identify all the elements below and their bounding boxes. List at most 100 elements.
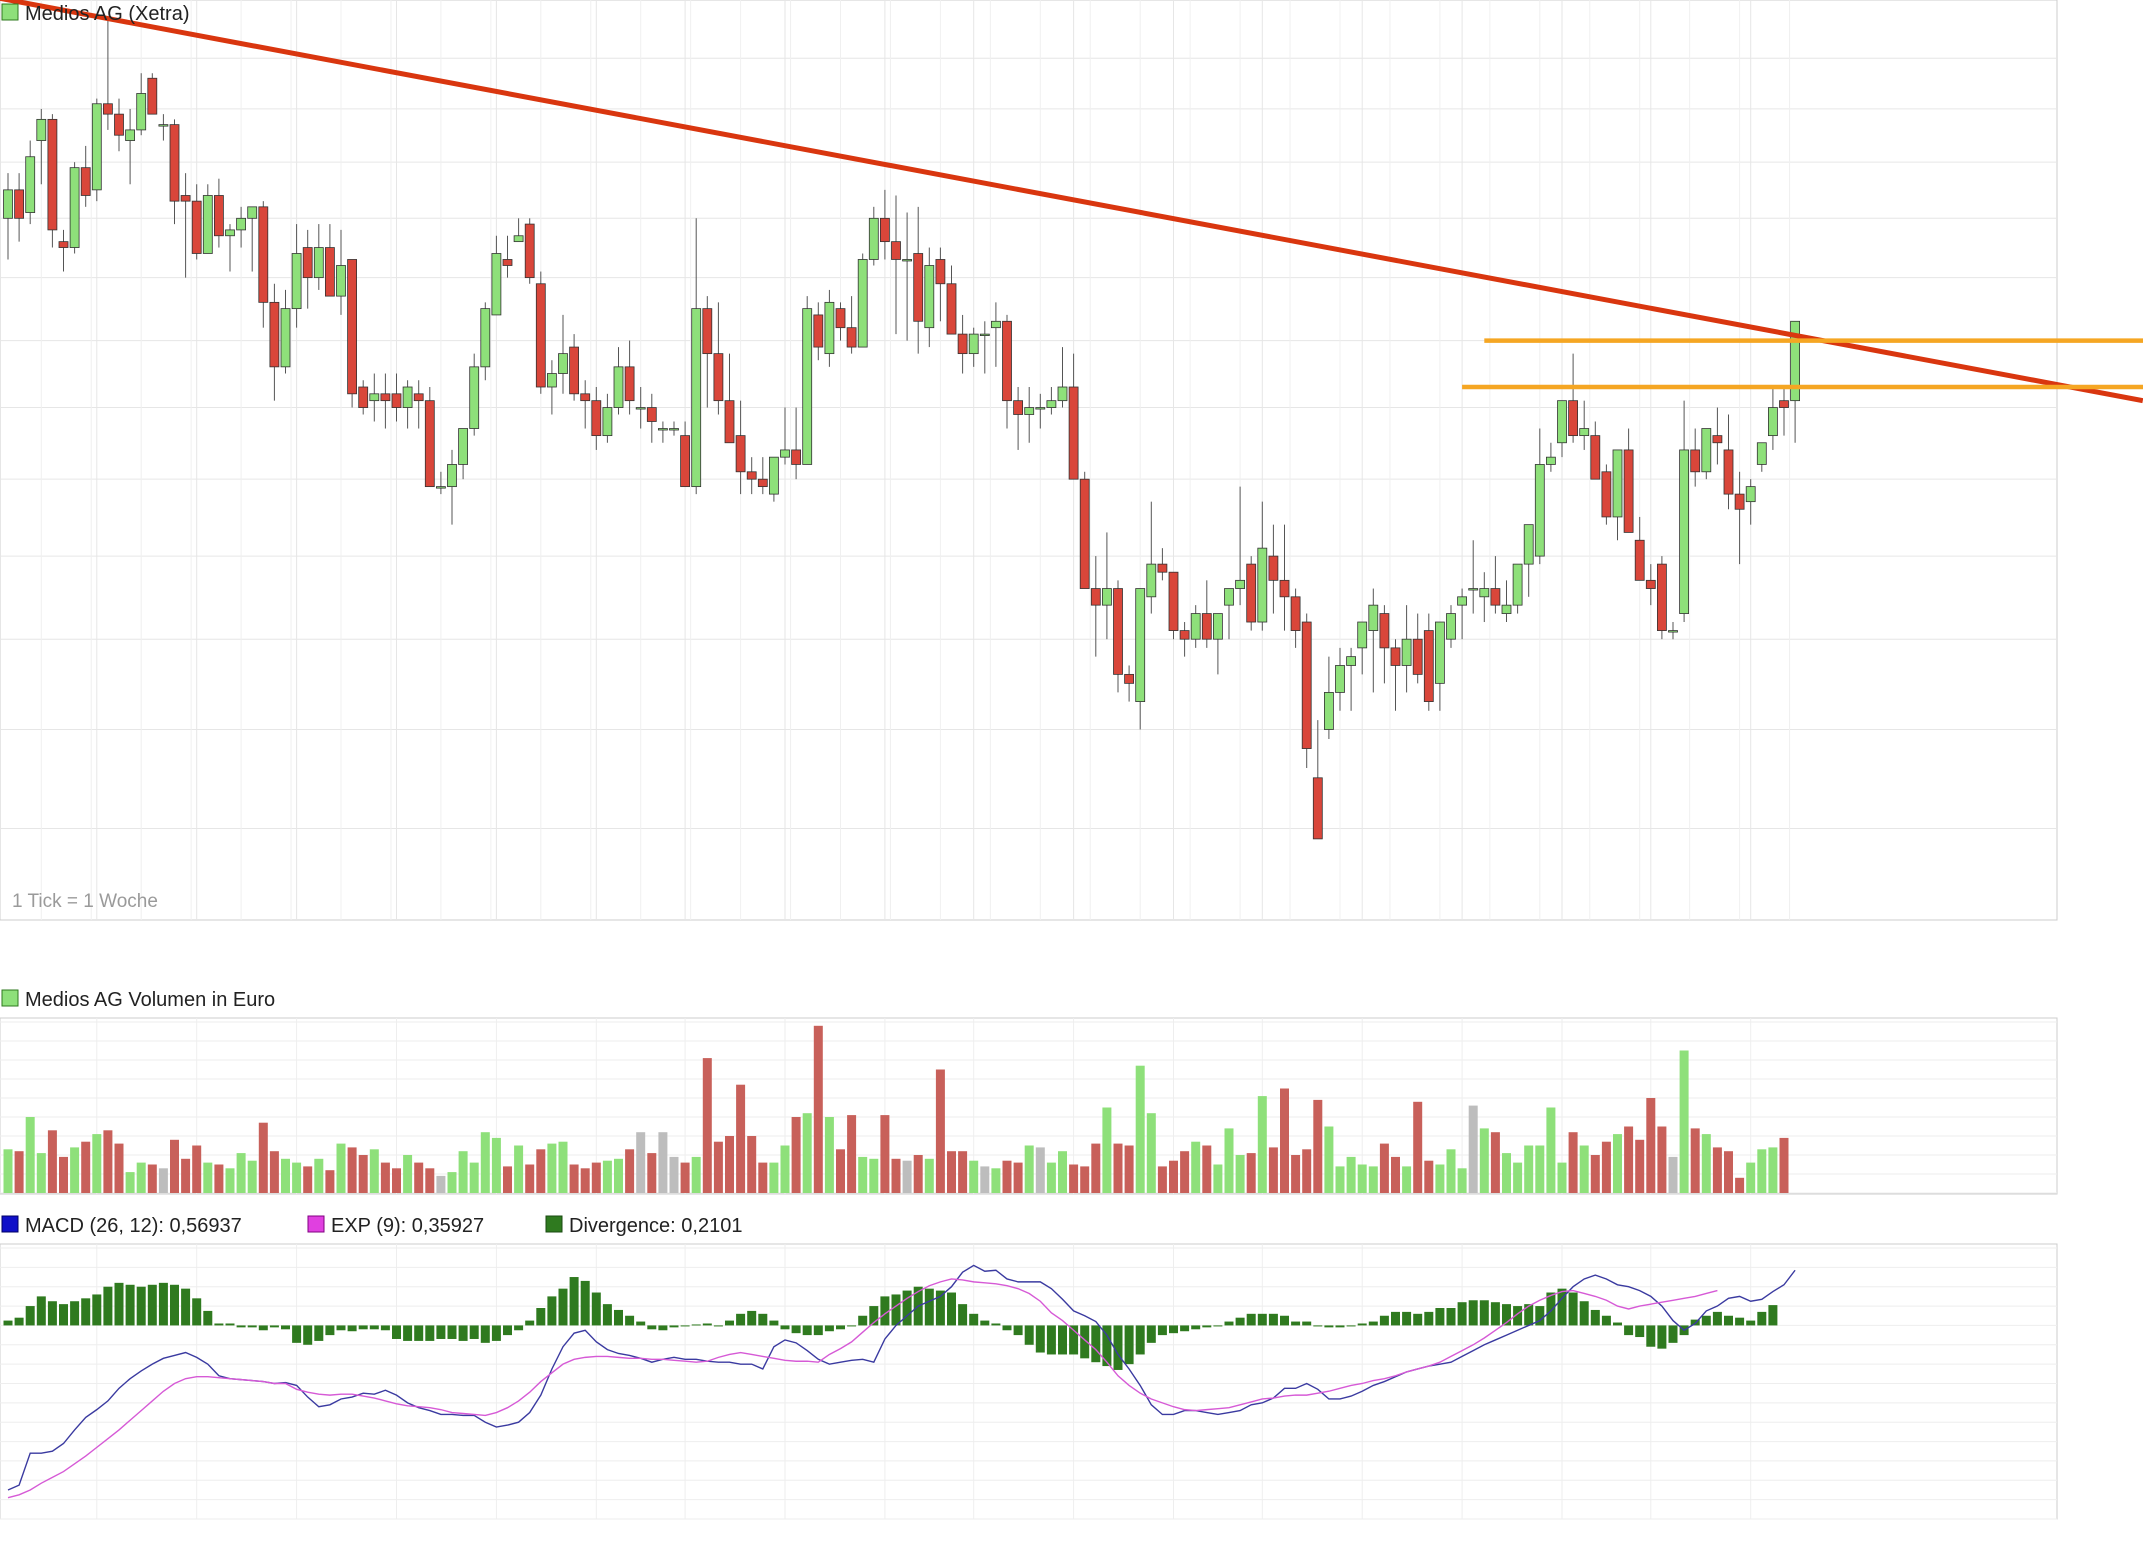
candle-down <box>1657 563 1667 631</box>
divergence-bar <box>469 1325 479 1339</box>
volume-bar <box>836 1149 845 1193</box>
candle-down <box>680 435 690 488</box>
volume-bar <box>1457 1168 1467 1193</box>
divergence-bar <box>780 1325 790 1330</box>
divergence-bar <box>647 1325 657 1330</box>
candle-up <box>991 320 1001 329</box>
volume-bar <box>158 1168 168 1193</box>
volume-bar <box>225 1168 235 1193</box>
divergence-bar <box>1701 1315 1711 1326</box>
candle-up <box>1035 407 1046 410</box>
candle-up <box>1479 588 1490 598</box>
candle-down <box>1490 588 1501 606</box>
divergence-bar <box>1202 1325 1212 1328</box>
divergence-bar <box>325 1325 335 1336</box>
candle-up <box>1768 407 1778 437</box>
candle-down <box>47 118 58 231</box>
volume-bar <box>1213 1164 1223 1193</box>
candle-down <box>946 283 957 335</box>
volume-bar <box>103 1130 113 1193</box>
volume-bar <box>1490 1132 1500 1193</box>
divergence-bar <box>713 1325 723 1327</box>
divergence-bar <box>836 1325 845 1330</box>
volume-bar <box>203 1162 213 1193</box>
volume-bar <box>1024 1145 1034 1193</box>
volume-bar <box>1635 1139 1645 1193</box>
macd-panel: MACD (26, 12): 0,56937 EXP (9): 0,35927 … <box>0 1215 2058 1520</box>
divergence-bar <box>181 1288 191 1326</box>
volume-bar <box>1446 1149 1456 1193</box>
volume-bar <box>1146 1113 1156 1193</box>
volume-chart-title: Medios AG Volumen in Euro <box>25 989 275 1011</box>
candle-up <box>402 386 413 408</box>
candle-down <box>1734 493 1745 510</box>
divergence-bar <box>1313 1325 1323 1327</box>
exp-legend-swatch <box>307 1215 325 1233</box>
volume-bar <box>1135 1065 1145 1193</box>
volume-bar <box>1302 1149 1312 1193</box>
volume-bar <box>847 1115 857 1193</box>
candle-down <box>1623 449 1634 533</box>
candle-up <box>1235 579 1245 589</box>
volume-bar <box>1035 1147 1045 1193</box>
divergence-bar <box>358 1325 368 1330</box>
candle-up <box>1190 613 1201 640</box>
divergence-bar <box>802 1325 812 1336</box>
candle-up <box>780 449 790 458</box>
candle-up <box>469 366 480 429</box>
volume-bar <box>1690 1128 1700 1193</box>
divergence-bar <box>680 1325 690 1327</box>
divergence-bar <box>1169 1325 1178 1334</box>
volume-bar <box>59 1156 68 1193</box>
candle-up <box>1213 613 1223 640</box>
candle-down <box>302 247 313 279</box>
candle-down <box>880 217 890 243</box>
candle-down <box>1157 563 1168 573</box>
candle-down <box>1412 638 1423 675</box>
volume-bar <box>269 1151 279 1193</box>
divergence-bar <box>170 1284 179 1326</box>
divergence-bar <box>525 1320 535 1326</box>
volume-bars <box>3 1025 1789 1193</box>
divergence-bar <box>425 1325 435 1341</box>
candle-up <box>1534 464 1545 557</box>
divergence-bar <box>347 1325 357 1332</box>
candle-down <box>1601 471 1612 518</box>
candle-down <box>746 471 757 480</box>
macd-legend-label: MACD (26, 12): 0,56937 <box>25 1215 242 1237</box>
candle-up <box>91 103 102 191</box>
divergence-bar <box>1635 1325 1645 1338</box>
candle-up <box>491 253 502 316</box>
volume-bar <box>181 1158 191 1193</box>
candle-down <box>358 386 369 408</box>
divergence-bar <box>1357 1323 1367 1326</box>
divergence-bar <box>702 1323 712 1326</box>
volume-bar <box>1102 1107 1112 1193</box>
candle-up <box>435 486 446 489</box>
divergence-bar <box>1402 1311 1412 1326</box>
candle-down <box>324 247 335 297</box>
divergence-bar <box>47 1301 57 1326</box>
divergence-bar <box>691 1324 701 1326</box>
volume-bar <box>669 1156 679 1193</box>
divergence-bar <box>1046 1325 1056 1355</box>
divergence-bar <box>436 1325 446 1339</box>
volume-bar <box>1502 1153 1511 1193</box>
candle-down <box>1379 613 1390 649</box>
volume-bar <box>292 1162 302 1193</box>
volume-bar <box>1257 1096 1267 1193</box>
divergence-bar <box>536 1308 546 1326</box>
candle-up <box>1257 547 1268 623</box>
divergence-bar <box>1080 1325 1090 1359</box>
candle-down <box>1779 400 1789 408</box>
divergence-bar <box>369 1325 379 1330</box>
divergence-bar <box>1002 1325 1012 1331</box>
volume-bar <box>713 1141 723 1193</box>
volume-bar <box>147 1164 157 1193</box>
divergence-bar <box>3 1320 13 1326</box>
candle-up <box>336 265 346 297</box>
volume-bar <box>802 1113 812 1193</box>
divergence-bar <box>503 1325 512 1336</box>
divergence-bar <box>114 1282 124 1326</box>
